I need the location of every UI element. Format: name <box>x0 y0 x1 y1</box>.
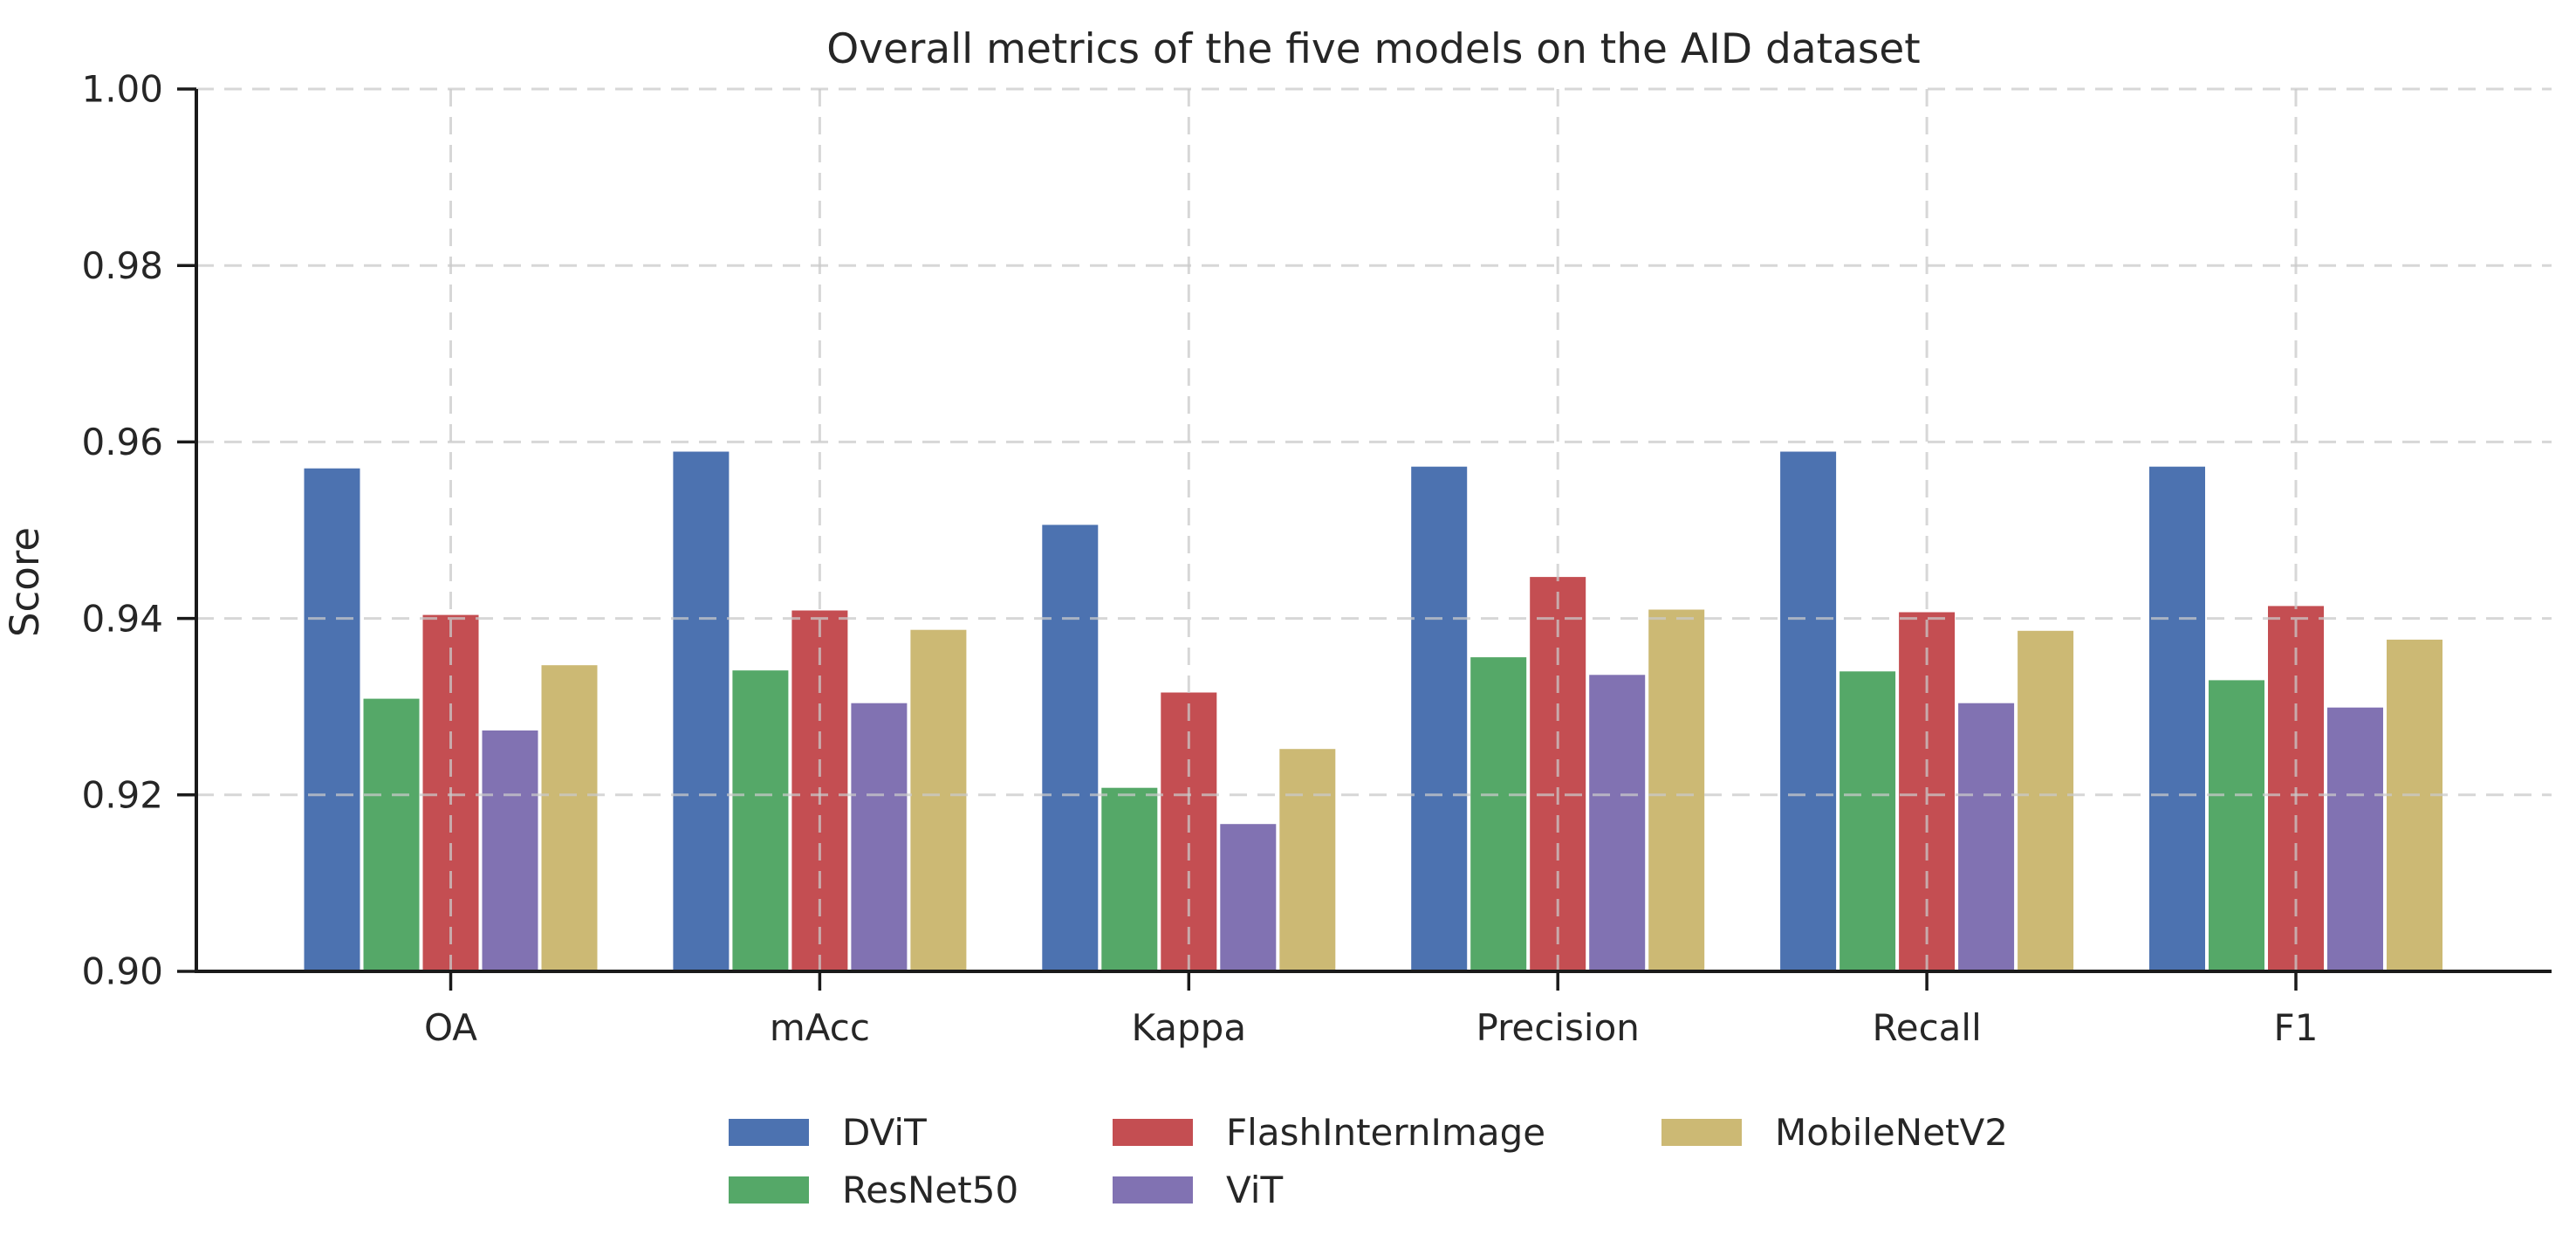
bar-MobileNetV2-F1 <box>2387 639 2442 971</box>
bar-MobileNetV2-mAcc <box>910 629 967 971</box>
bar-ViT-Recall <box>1958 703 2015 971</box>
bar-MobileNetV2-Recall <box>2018 630 2074 971</box>
y-tick-label: 0.90 <box>81 950 163 993</box>
bar-ResNet50-Recall <box>1840 671 1896 971</box>
y-tick-label: 0.96 <box>81 421 163 463</box>
x-tick-label-mAcc: mAcc <box>770 1006 870 1049</box>
bar-ViT-Kappa <box>1220 824 1277 971</box>
bar-DViT-mAcc <box>673 451 730 971</box>
grid-layer <box>196 87 2552 971</box>
bar-DViT-F1 <box>2149 466 2205 971</box>
legend-label-MobileNetV2: MobileNetV2 <box>1775 1111 2008 1154</box>
bar-ViT-Precision <box>1589 675 1646 971</box>
bar-DViT-OA <box>304 468 360 971</box>
bar-MobileNetV2-Precision <box>1648 609 1705 971</box>
bar-ViT-OA <box>482 730 538 971</box>
bar-ViT-F1 <box>2327 707 2383 971</box>
bar-MobileNetV2-Kappa <box>1279 749 1336 971</box>
labels-layer: 0.90 0.92 0.94 0.96 0.98 1.00 OA mAcc Kappa Preci… <box>81 68 2318 1049</box>
bar-MobileNetV2-OA <box>541 665 598 971</box>
bar-DViT-Kappa <box>1042 525 1099 971</box>
x-tick-label-OA: OA <box>424 1006 477 1049</box>
bar-ViT-mAcc <box>851 703 908 971</box>
legend-label-FlashInternImage: FlashInternImage <box>1226 1111 1545 1154</box>
bar-DViT-Precision <box>1411 466 1468 971</box>
x-tick-label-Kappa: Kappa <box>1131 1006 1246 1049</box>
bar-ResNet50-Kappa <box>1101 787 1158 971</box>
chart-title: Overall metrics of the five models on th… <box>826 25 1920 73</box>
y-tick-label: 0.92 <box>81 774 163 817</box>
axes-layer <box>177 87 2552 991</box>
legend-swatch-ResNet50 <box>729 1176 809 1204</box>
legend-label-ViT: ViT <box>1226 1169 1283 1211</box>
bars-layer <box>304 451 2442 971</box>
legend-swatch-FlashInternImage <box>1113 1119 1193 1146</box>
legend-label-DViT: DViT <box>842 1111 927 1154</box>
y-axis-label: Score <box>2 527 48 637</box>
bar-ResNet50-F1 <box>2209 680 2264 971</box>
x-tick-label-Recall: Recall <box>1872 1006 1981 1049</box>
bar-ResNet50-mAcc <box>732 670 789 971</box>
y-tick-label: 0.98 <box>81 244 163 287</box>
legend: DViT ResNet50 FlashInternImage ViT MobileNet… <box>729 1111 2008 1211</box>
legend-label-ResNet50: ResNet50 <box>842 1169 1018 1211</box>
y-tick-label: 0.94 <box>81 597 163 640</box>
legend-swatch-DViT <box>729 1119 809 1146</box>
legend-swatch-ViT <box>1113 1176 1193 1204</box>
legend-swatch-MobileNetV2 <box>1661 1119 1742 1146</box>
x-tick-label-F1: F1 <box>2274 1006 2319 1049</box>
bar-DViT-Recall <box>1780 451 1837 971</box>
bar-ResNet50-OA <box>363 698 420 971</box>
bar-ResNet50-Precision <box>1470 657 1527 971</box>
x-tick-label-Precision: Precision <box>1476 1006 1639 1049</box>
y-tick-label: 1.00 <box>81 68 163 111</box>
